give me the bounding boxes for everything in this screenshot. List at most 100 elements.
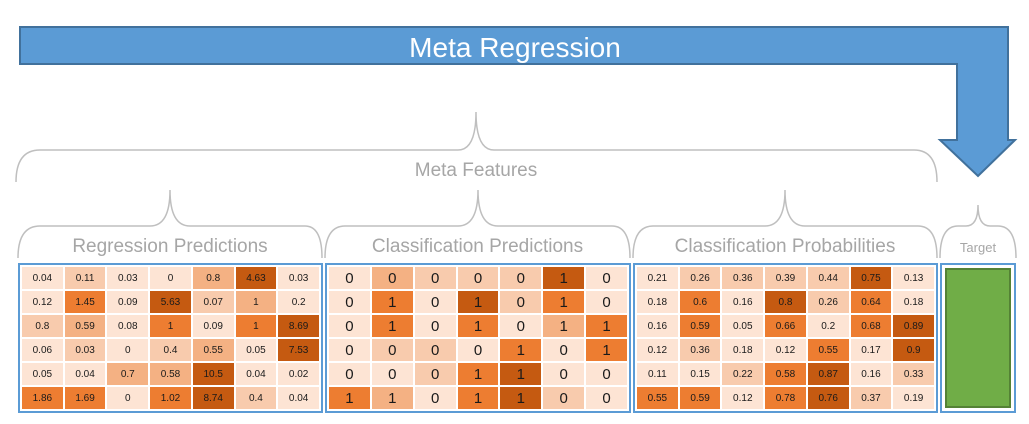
- probabilities-cell: 0.36: [722, 267, 764, 289]
- classification-cell: 0: [329, 291, 370, 313]
- classification-cell: 0: [457, 339, 499, 361]
- regression-cell: 0.02: [278, 363, 319, 385]
- regression-cell: 0: [107, 387, 149, 409]
- classification-cell: 0: [414, 267, 456, 289]
- regression-cell: 0: [107, 339, 149, 361]
- classification-cell: 0: [586, 291, 627, 313]
- probabilities-cell: 0.21: [637, 267, 678, 289]
- classification-cell: 0: [371, 339, 413, 361]
- meta-regression-title: Meta Regression: [409, 32, 621, 63]
- classification-cell: 0: [414, 387, 456, 409]
- regression-cell: 1.86: [22, 387, 63, 409]
- classification-cell: 0: [371, 267, 413, 289]
- probabilities-cell: 0.22: [722, 363, 764, 385]
- classification-cell: 1: [457, 363, 499, 385]
- regression-cell: 0.04: [64, 363, 106, 385]
- probabilities-cell: 0.78: [765, 387, 806, 409]
- regression-cell: 4.63: [235, 267, 277, 289]
- classification-cell: 0: [500, 291, 542, 313]
- classification-cell: 0: [543, 363, 585, 385]
- probabilities-cell: 0.33: [893, 363, 934, 385]
- classification-probabilities-label: Classification Probabilities: [674, 236, 896, 257]
- probabilities-cell: 0.59: [679, 315, 721, 337]
- regression-predictions-grid: 0.04 0.11 0.03 0 0.8 4.63 0.03 0.12 1.45 0.09 5.63…: [18, 263, 323, 413]
- probabilities-cell: 0.16: [722, 291, 764, 313]
- probabilities-cell: 0.16: [637, 315, 678, 337]
- probabilities-cell: 0.26: [679, 267, 721, 289]
- probabilities-cell: 0.6: [679, 291, 721, 313]
- classification-cell: 0: [543, 339, 585, 361]
- target-column: [940, 263, 1016, 413]
- probabilities-cell: 0.37: [850, 387, 892, 409]
- classification-cell: 1: [500, 363, 542, 385]
- classification-cell: 1: [586, 315, 627, 337]
- regression-cell: 0.09: [107, 291, 149, 313]
- probabilities-cell: 0.11: [637, 363, 678, 385]
- classification-cell: 0: [414, 363, 456, 385]
- classification-cell: 0: [371, 363, 413, 385]
- regression-cell: 0.8: [22, 315, 63, 337]
- regression-predictions-label: Regression Predictions: [72, 236, 268, 257]
- classification-cell: 0: [500, 267, 542, 289]
- probabilities-cell: 0.55: [637, 387, 678, 409]
- classification-cell: 0: [586, 387, 627, 409]
- probabilities-cell: 0.9: [893, 339, 934, 361]
- regression-cell: 8.74: [192, 387, 234, 409]
- regression-cell: 0.11: [64, 267, 106, 289]
- classification-cell: 0: [543, 387, 585, 409]
- probabilities-cell: 0.36: [679, 339, 721, 361]
- regression-cell: 0.8: [192, 267, 234, 289]
- classification-cell: 0: [457, 267, 499, 289]
- classification-cell: 1: [457, 291, 499, 313]
- regression-cell: 0.2: [278, 291, 319, 313]
- probabilities-cell: 0.13: [893, 267, 934, 289]
- probabilities-cell: 0.12: [722, 387, 764, 409]
- regression-cell: 0.06: [22, 339, 63, 361]
- regression-cell: 0.08: [107, 315, 149, 337]
- regression-cell: 0.59: [64, 315, 106, 337]
- regression-cell: 7.53: [278, 339, 319, 361]
- meta-features-label: Meta Features: [414, 160, 538, 181]
- probabilities-cell: 0.8: [765, 291, 806, 313]
- classification-cell: 1: [329, 387, 370, 409]
- classification-cell: 1: [543, 267, 585, 289]
- regression-cell: 10.5: [192, 363, 234, 385]
- classification-cell: 0: [586, 267, 627, 289]
- probabilities-cell: 0.68: [850, 315, 892, 337]
- classification-predictions-label: Classification Predictions: [371, 236, 584, 257]
- probabilities-cell: 0.55: [807, 339, 849, 361]
- regression-cell: 1: [150, 315, 191, 337]
- classification-cell: 0: [329, 267, 370, 289]
- probabilities-cell: 0.76: [807, 387, 849, 409]
- classification-cell: 1: [500, 387, 542, 409]
- regression-cell: 0.55: [192, 339, 234, 361]
- probabilities-cell: 0.19: [893, 387, 934, 409]
- regression-cell: 0.03: [278, 267, 319, 289]
- probabilities-cell: 0.16: [850, 363, 892, 385]
- classification-cell: 1: [371, 315, 413, 337]
- classification-cell: 0: [414, 339, 456, 361]
- regression-cell: 5.63: [150, 291, 191, 313]
- probabilities-cell: 0.44: [807, 267, 849, 289]
- probabilities-cell: 0.2: [807, 315, 849, 337]
- probabilities-cell: 0.66: [765, 315, 806, 337]
- classification-cell: 1: [457, 387, 499, 409]
- classification-probabilities-grid: 0.21 0.26 0.36 0.39 0.44 0.75 0.13 0.18 0.6 0.16 0…: [633, 263, 938, 413]
- regression-cell: 0.12: [22, 291, 63, 313]
- probabilities-cell: 0.39: [765, 267, 806, 289]
- braces: [15, 111, 1017, 259]
- regression-cell: 0.09: [192, 315, 234, 337]
- probabilities-cell: 0.18: [893, 291, 934, 313]
- regression-cell: 1.02: [150, 387, 191, 409]
- probabilities-cell: 0.58: [765, 363, 806, 385]
- regression-cell: 0.58: [150, 363, 191, 385]
- target-label: Target: [959, 240, 997, 255]
- classification-cell: 1: [457, 315, 499, 337]
- regression-cell: 0.07: [192, 291, 234, 313]
- classification-cell: 0: [414, 315, 456, 337]
- classification-cell: 0: [586, 363, 627, 385]
- regression-cell: 0.04: [22, 267, 63, 289]
- regression-cell: 0.7: [107, 363, 149, 385]
- regression-cell: 0.04: [278, 387, 319, 409]
